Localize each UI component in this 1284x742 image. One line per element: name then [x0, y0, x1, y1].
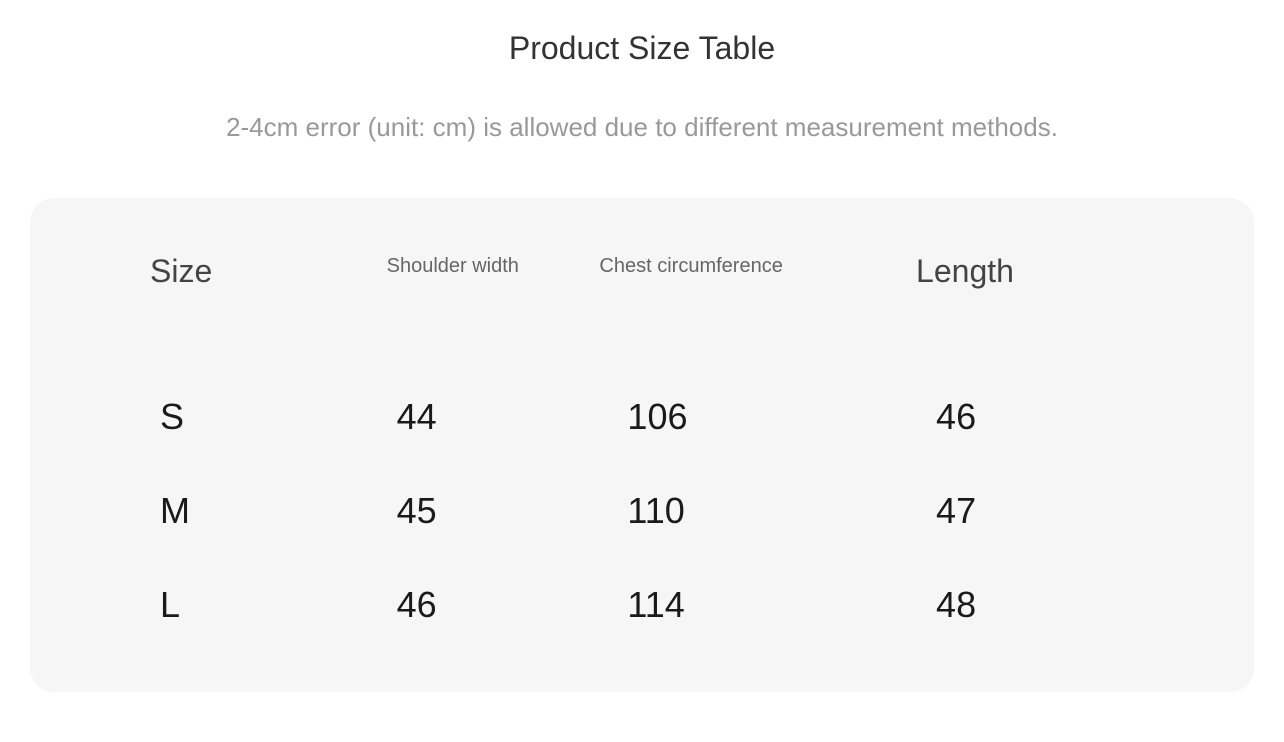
page-title: Product Size Table — [20, 30, 1264, 67]
cell-chest: 114 — [599, 558, 876, 652]
col-header-chest: Chest circumference — [599, 253, 876, 370]
cell-shoulder: 46 — [387, 558, 600, 652]
col-header-shoulder: Shoulder width — [387, 253, 600, 370]
cell-chest: 110 — [599, 464, 876, 558]
size-table-container: Size Shoulder width Chest circumference … — [30, 198, 1254, 692]
table-row: M 45 110 47 — [110, 464, 1174, 558]
table-header-row: Size Shoulder width Chest circumference … — [110, 253, 1174, 370]
cell-length: 47 — [876, 464, 1174, 558]
col-header-length: Length — [876, 253, 1174, 370]
cell-shoulder: 45 — [387, 464, 600, 558]
cell-size: S — [110, 370, 387, 464]
cell-length: 46 — [876, 370, 1174, 464]
table-row: L 46 114 48 — [110, 558, 1174, 652]
cell-size: L — [110, 558, 387, 652]
size-table: Size Shoulder width Chest circumference … — [110, 253, 1174, 652]
cell-length: 48 — [876, 558, 1174, 652]
table-row: S 44 106 46 — [110, 370, 1174, 464]
subtitle-note: 2-4cm error (unit: cm) is allowed due to… — [20, 112, 1264, 143]
cell-shoulder: 44 — [387, 370, 600, 464]
col-header-size: Size — [110, 253, 387, 370]
cell-size: M — [110, 464, 387, 558]
cell-chest: 106 — [599, 370, 876, 464]
